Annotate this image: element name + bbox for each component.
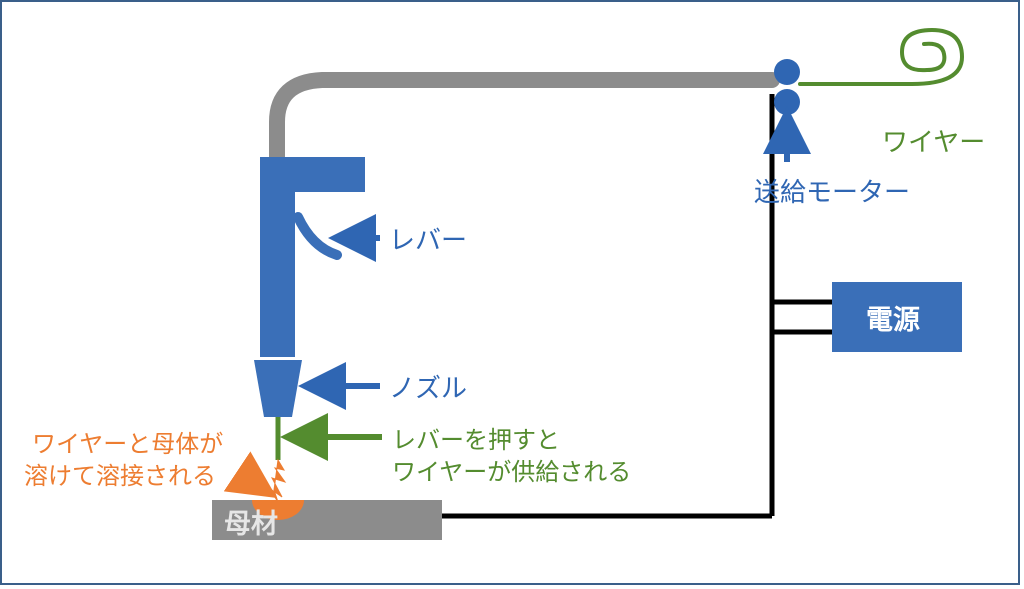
conduit (277, 80, 772, 162)
melt-label-1: ワイヤーと母体が (32, 424, 223, 459)
gun-horizontal (260, 157, 365, 192)
wire-spool (800, 30, 962, 84)
feed-roller-top (774, 59, 800, 85)
melt-label-2: 溶けて溶接される (24, 456, 216, 491)
nozzle-label: ノズル (389, 368, 467, 405)
feed-roller-bottom (774, 89, 800, 115)
melt-arrow (238, 472, 262, 488)
wire-label: ワイヤー (882, 122, 985, 159)
diagram-frame: ワイヤー 送給モーター レバー ノズル 電源 母材 ワイヤーと母体が 溶けて溶接… (0, 0, 1020, 585)
press-label-2: ワイヤーが供給される (392, 452, 631, 487)
feed-motor-label: 送給モーター (754, 172, 910, 209)
power-label: 電源 (866, 298, 920, 337)
spark (269, 460, 285, 502)
lever-label: レバー (389, 220, 467, 257)
nozzle-shape (254, 360, 302, 417)
lever-arc (298, 217, 337, 255)
base-metal-label: 母材 (224, 502, 278, 541)
diagram-svg (2, 2, 1022, 587)
press-label-1: レバーを押すと (392, 420, 560, 455)
